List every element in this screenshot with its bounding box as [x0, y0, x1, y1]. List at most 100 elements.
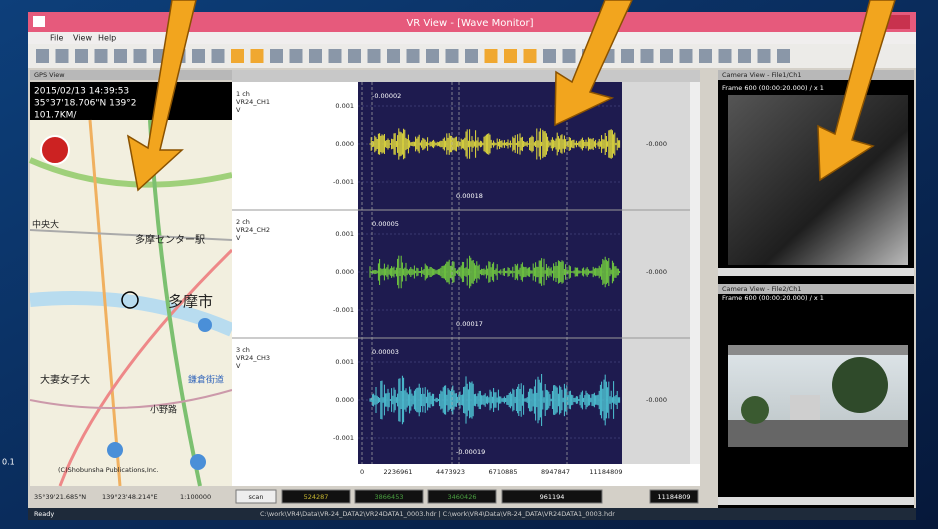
toolbar-button[interactable]	[329, 49, 342, 63]
camera-image	[728, 95, 908, 265]
toolbar-button[interactable]	[660, 49, 673, 63]
toolbar-button[interactable]	[251, 49, 264, 63]
gps-info-line: 35°37'18.706"N 139°2	[34, 99, 137, 109]
toolbar-button[interactable]	[95, 49, 108, 63]
cursor-value: 0.00003	[372, 348, 399, 356]
y-tick-label: 0.001	[335, 230, 354, 238]
channel-name: VR24_CH2	[236, 226, 270, 234]
toolbar-button[interactable]	[309, 49, 322, 63]
panel-title: GPS View	[34, 71, 65, 79]
toolbar-button[interactable]	[75, 49, 88, 63]
toolbar-button[interactable]	[134, 49, 147, 63]
y-tick-label: 0.000	[335, 396, 354, 404]
map-copyright: (C)Shobunsha Publications,Inc.	[58, 466, 159, 474]
x-tick-label: 2236961	[384, 468, 413, 476]
toolbar-button[interactable]	[290, 49, 303, 63]
gps-info-line: 2015/02/13 14:39:53	[34, 87, 129, 97]
channel-label: 2 ch	[236, 218, 250, 226]
toolbar-button[interactable]	[524, 49, 537, 63]
toolbar-button[interactable]	[407, 49, 420, 63]
scan-value: 524287	[304, 493, 329, 501]
scrollbar[interactable]	[718, 497, 914, 505]
channel-unit: V	[236, 106, 241, 114]
toolbar-button[interactable]	[777, 49, 790, 63]
x-tick-label: 6710885	[489, 468, 518, 476]
toolbar-button[interactable]	[680, 49, 693, 63]
scrollbar[interactable]	[718, 268, 914, 276]
scan-value: 961194	[540, 493, 565, 501]
toolbar-button[interactable]	[212, 49, 225, 63]
toolbar-button[interactable]	[504, 49, 517, 63]
frame-info: Frame 600 (00:00:20.000) / x 1	[722, 294, 824, 302]
toolbar-button[interactable]	[270, 49, 283, 63]
menu-item[interactable]: File	[50, 34, 63, 43]
toolbar-button[interactable]	[368, 49, 381, 63]
toolbar-button[interactable]	[543, 49, 556, 63]
toolbar-button[interactable]	[465, 49, 478, 63]
screenshot: 0.1 VR View - [Wave Monitor] File View H…	[0, 0, 938, 529]
menu-item[interactable]: View	[73, 34, 92, 43]
toolbar-button[interactable]	[56, 49, 69, 63]
map-label: 多摩市	[168, 293, 213, 311]
toolbar-button[interactable]	[738, 49, 751, 63]
channel-label: 1 ch	[236, 90, 250, 98]
app-icon	[33, 16, 45, 27]
toolbar-button[interactable]	[621, 49, 634, 63]
scan-value: 3866453	[375, 493, 404, 501]
status-ready: Ready	[34, 510, 54, 518]
marker-value: -0.00019	[456, 448, 485, 456]
toolbar-button[interactable]	[348, 49, 361, 63]
channel-unit: V	[236, 234, 241, 242]
scrollbar[interactable]	[690, 82, 700, 464]
menu-item[interactable]: Help	[98, 34, 116, 43]
side-value: -0.000	[646, 140, 667, 148]
panel-title: Camera View - File2/Ch1	[722, 285, 801, 293]
map-label: 鎌倉街道	[188, 374, 224, 386]
toolbar-button[interactable]	[36, 49, 49, 63]
toolbar-button[interactable]	[699, 49, 712, 63]
edge-label: 0.1	[2, 458, 15, 467]
x-tick-label: 4473923	[436, 468, 465, 476]
y-tick-label: 0.001	[335, 358, 354, 366]
toolbar-button[interactable]	[641, 49, 654, 63]
camera-image	[728, 345, 908, 447]
gps-info-line: 101.7KM/	[34, 111, 77, 121]
scan-value: 3460426	[448, 493, 477, 501]
status-path: C:\work\VR4\Data\VR-24_DATA2\VR24DATA1_0…	[260, 510, 615, 518]
toolbar-button[interactable]	[192, 49, 205, 63]
scan-label: scan	[248, 493, 263, 501]
menu-bar	[28, 32, 916, 44]
map-label: 多摩センター駅	[135, 233, 205, 246]
y-tick-label: -0.001	[333, 434, 354, 442]
toolbar-button[interactable]	[485, 49, 498, 63]
x-tick-label: 8947847	[541, 468, 570, 476]
marker-value: 0.00018	[456, 192, 483, 200]
toolbar-button[interactable]	[719, 49, 732, 63]
wave-header	[232, 70, 700, 82]
cursor-value: -0.00002	[372, 92, 401, 100]
gps-scale: 1:100000	[180, 493, 211, 501]
x-axis	[232, 464, 700, 486]
side-value: -0.000	[646, 268, 667, 276]
marker-value: 0.00017	[456, 320, 483, 328]
y-tick-label: -0.001	[333, 306, 354, 314]
toolbar-button[interactable]	[758, 49, 771, 63]
toolbar-button[interactable]	[387, 49, 400, 63]
map-label: 大妻女子大	[40, 373, 90, 386]
y-tick-label: -0.001	[333, 178, 354, 186]
channel-unit: V	[236, 362, 241, 370]
gps-longitude: 139°23'48.214"E	[102, 493, 158, 501]
channel-label: 3 ch	[236, 346, 250, 354]
toolbar-button[interactable]	[114, 49, 127, 63]
scan-value: 11184809	[657, 493, 690, 501]
side-value: -0.000	[646, 396, 667, 404]
toolbar-button[interactable]	[231, 49, 244, 63]
y-tick-label: 0.000	[335, 268, 354, 276]
toolbar-button[interactable]	[446, 49, 459, 63]
window-title: VR View - [Wave Monitor]	[406, 18, 533, 29]
x-tick-label: 11184809	[589, 468, 622, 476]
toolbar-button[interactable]	[426, 49, 439, 63]
toolbar-button[interactable]	[563, 49, 576, 63]
gps-latitude: 35°39'21.685"N	[34, 493, 86, 501]
y-tick-label: 0.000	[335, 140, 354, 148]
